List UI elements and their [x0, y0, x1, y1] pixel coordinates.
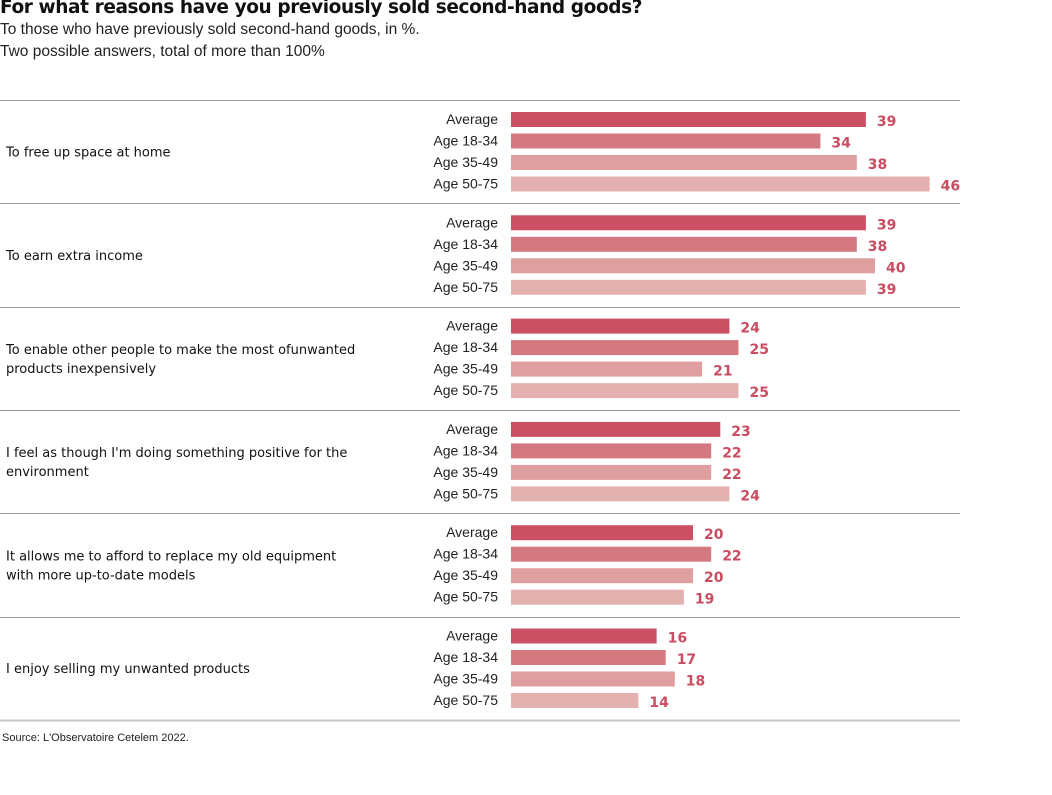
value-label: 39	[877, 282, 896, 298]
group-label: Age 50-75	[433, 692, 498, 708]
value-label: 24	[740, 488, 760, 504]
bar	[511, 464, 712, 480]
value-label: 16	[668, 631, 687, 647]
category-label: I feel as though I'm doing something pos…	[6, 446, 347, 461]
value-label: 20	[704, 570, 724, 586]
bar	[511, 236, 857, 252]
value-label: 25	[750, 385, 769, 401]
bar	[511, 133, 821, 149]
group-label: Age 18-34	[433, 133, 498, 149]
bar	[511, 258, 875, 274]
bar	[511, 155, 857, 170]
bar	[511, 671, 675, 687]
group-label: Age 50-75	[433, 589, 498, 605]
value-label: 22	[722, 445, 741, 461]
group-label: Average	[446, 214, 498, 230]
category-label: It allows me to afford to replace my old…	[6, 549, 336, 564]
value-label: 14	[649, 695, 669, 711]
bar	[511, 628, 657, 644]
group-label: Age 35-49	[433, 671, 498, 687]
bar	[511, 693, 639, 708]
bar	[511, 215, 866, 231]
source-note: Source: L'Observatoire Cetelem 2022.	[2, 732, 189, 744]
bar	[511, 650, 666, 665]
group-label: Age 18-34	[433, 649, 498, 665]
bar	[511, 361, 703, 377]
category-label: To enable other people to make the most …	[5, 343, 355, 358]
bar	[511, 279, 866, 295]
group-label: Age 50-75	[433, 176, 498, 192]
bar	[511, 112, 866, 127]
bar	[511, 421, 721, 437]
bar-chart: To free up space at home Average 39 Age 18-…	[0, 100, 960, 722]
value-label: 22	[722, 549, 741, 565]
value-label: 39	[877, 114, 896, 130]
value-label: 23	[731, 424, 750, 440]
value-label: 46	[941, 179, 960, 195]
category-label: products inexpensively	[6, 362, 156, 377]
group-label: Average	[446, 111, 498, 127]
value-label: 22	[722, 467, 741, 483]
value-label: 39	[877, 217, 896, 233]
category-label: To free up space at home	[5, 146, 171, 161]
group-label: Average	[446, 421, 498, 437]
category-label: To earn extra income	[5, 249, 143, 264]
value-label: 19	[695, 592, 714, 608]
group-label: Age 18-34	[433, 546, 498, 562]
group-label: Age 18-34	[433, 236, 498, 252]
value-label: 40	[886, 260, 906, 276]
value-label: 20	[704, 527, 724, 543]
chart-subtitle-line-1: To those who have previously sold second…	[0, 21, 420, 38]
value-label: 38	[868, 239, 887, 255]
group-label: Age 50-75	[433, 485, 498, 501]
category-label: environment	[6, 465, 89, 480]
value-label: 21	[713, 364, 732, 380]
value-label: 38	[868, 157, 887, 173]
value-label: 17	[677, 652, 696, 668]
bar	[511, 318, 730, 334]
group-label: Average	[446, 628, 498, 644]
chart-subtitle-line-2: Two possible answers, total of more than…	[0, 43, 325, 60]
bar	[511, 546, 712, 562]
bar	[511, 568, 693, 584]
bar	[511, 340, 739, 356]
group-label: Age 35-49	[433, 464, 498, 480]
group-label: Age 35-49	[433, 154, 498, 170]
bar	[511, 176, 930, 192]
bar	[511, 486, 730, 502]
value-label: 34	[831, 136, 851, 152]
value-label: 18	[686, 674, 705, 690]
category-label: I enjoy selling my unwanted products	[6, 662, 250, 677]
group-label: Age 35-49	[433, 361, 498, 377]
group-label: Age 50-75	[433, 279, 498, 295]
bar	[511, 443, 712, 459]
group-label: Age 35-49	[433, 257, 498, 273]
value-label: 25	[750, 342, 769, 358]
group-label: Average	[446, 318, 498, 334]
bar	[511, 589, 684, 605]
bar	[511, 383, 739, 399]
value-label: 24	[740, 321, 760, 337]
group-label: Age 18-34	[433, 339, 498, 355]
category-label: with more up-to-date models	[6, 568, 196, 583]
group-label: Average	[446, 524, 498, 540]
bar	[511, 525, 693, 541]
group-label: Age 18-34	[433, 442, 498, 458]
group-label: Age 50-75	[433, 382, 498, 398]
group-label: Age 35-49	[433, 567, 498, 583]
chart-title: For what reasons have you previously sol…	[0, 0, 643, 18]
